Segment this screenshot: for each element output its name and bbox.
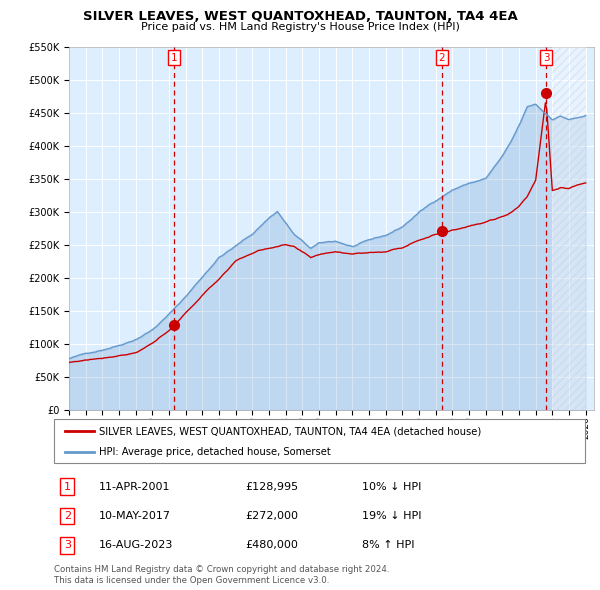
Text: Price paid vs. HM Land Registry's House Price Index (HPI): Price paid vs. HM Land Registry's House …	[140, 22, 460, 32]
Text: 3: 3	[542, 53, 550, 63]
Text: Contains HM Land Registry data © Crown copyright and database right 2024.: Contains HM Land Registry data © Crown c…	[54, 565, 389, 574]
Text: 16-AUG-2023: 16-AUG-2023	[99, 540, 173, 550]
Text: SILVER LEAVES, WEST QUANTOXHEAD, TAUNTON, TA4 4EA: SILVER LEAVES, WEST QUANTOXHEAD, TAUNTON…	[83, 10, 517, 23]
Text: 2: 2	[64, 511, 71, 521]
FancyBboxPatch shape	[54, 419, 585, 463]
Text: 2: 2	[439, 53, 445, 63]
Text: 3: 3	[64, 540, 71, 550]
Text: SILVER LEAVES, WEST QUANTOXHEAD, TAUNTON, TA4 4EA (detached house): SILVER LEAVES, WEST QUANTOXHEAD, TAUNTON…	[99, 427, 481, 436]
Text: 1: 1	[170, 53, 177, 63]
Text: 10-MAY-2017: 10-MAY-2017	[99, 511, 171, 521]
Text: 19% ↓ HPI: 19% ↓ HPI	[362, 511, 421, 521]
Text: 11-APR-2001: 11-APR-2001	[99, 481, 170, 491]
Text: This data is licensed under the Open Government Licence v3.0.: This data is licensed under the Open Gov…	[54, 576, 329, 585]
Text: 10% ↓ HPI: 10% ↓ HPI	[362, 481, 421, 491]
Text: £272,000: £272,000	[245, 511, 298, 521]
Text: £480,000: £480,000	[245, 540, 298, 550]
Text: 8% ↑ HPI: 8% ↑ HPI	[362, 540, 415, 550]
Text: HPI: Average price, detached house, Somerset: HPI: Average price, detached house, Some…	[99, 447, 331, 457]
Text: 1: 1	[64, 481, 71, 491]
Text: £128,995: £128,995	[245, 481, 298, 491]
